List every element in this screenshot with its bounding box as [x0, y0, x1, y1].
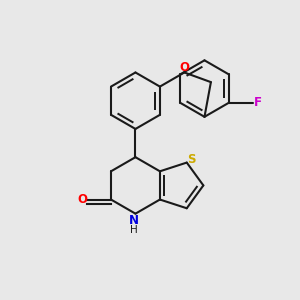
Text: O: O	[179, 61, 189, 74]
Text: H: H	[130, 226, 137, 236]
Text: F: F	[254, 96, 262, 109]
Text: O: O	[77, 193, 87, 206]
Text: N: N	[128, 214, 139, 227]
Text: S: S	[188, 153, 196, 166]
